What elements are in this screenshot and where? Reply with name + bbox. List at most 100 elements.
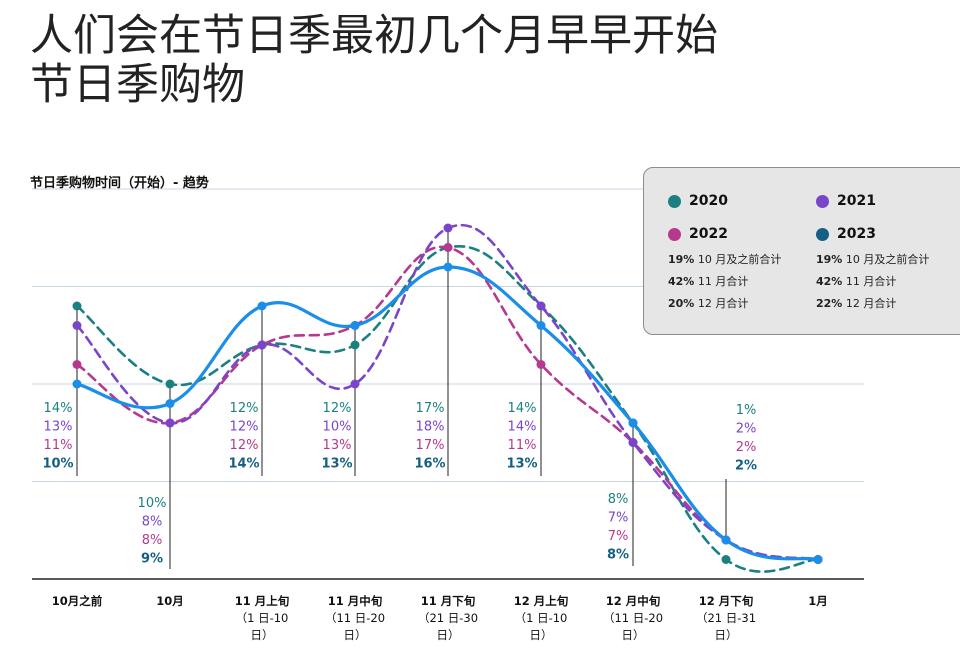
x-tick-label: 日） (622, 628, 645, 642)
data-point-2023 (165, 399, 175, 408)
data-label-2023: 8% (607, 548, 629, 563)
stat-text: 10 月及之前合计 (845, 253, 930, 266)
legend-item-2021[interactable]: 2021 (816, 191, 876, 211)
x-tick-label: （21 日-30 (418, 611, 478, 625)
data-label-2022: 13% (323, 438, 352, 453)
page-title: 人们会在节日季最初几个月早早开始 节日季购物 (30, 12, 718, 110)
series-line-2020 (75, 245, 820, 573)
x-tick-label: （1 日-10 (236, 611, 289, 625)
x-tick-label: 日） (344, 628, 367, 642)
data-label-2020: 1% (736, 403, 757, 418)
data-label-2020: 10% (138, 496, 167, 511)
data-label-2020: 12% (230, 401, 259, 416)
x-tick-label: 11 月下旬 (421, 594, 476, 608)
data-point-2020 (350, 340, 360, 350)
x-tick-label: 10月之前 (52, 594, 103, 608)
data-point-2021 (536, 301, 546, 311)
data-label-2021: 13% (44, 420, 73, 435)
x-tick-label: （11 日-20 (603, 611, 663, 625)
x-tick-label: （1 日-10 (515, 611, 568, 625)
data-label-2020: 8% (608, 492, 629, 507)
data-point-2021 (257, 340, 267, 350)
data-point-2021 (165, 418, 175, 428)
legend-label-2021: 2021 (837, 193, 876, 209)
page-title-line-1: 人们会在节日季最初几个月早早开始 (30, 11, 718, 61)
x-tick-label: 日） (715, 628, 738, 642)
data-label-2023: 14% (228, 457, 259, 472)
data-label-2020: 17% (416, 401, 445, 416)
data-label-2023: 9% (141, 552, 163, 567)
legend-label-2020: 2020 (689, 193, 728, 209)
legend-label-2022: 2022 (689, 226, 728, 242)
data-point-2021 (443, 223, 453, 233)
stat-pct: 19% (668, 253, 695, 266)
x-tick-label: 日） (251, 628, 274, 642)
x-tick-label: 11 月上旬 (235, 594, 290, 608)
data-point-2023 (443, 262, 453, 272)
stat-2022-nov: 42% 11 月合计 (668, 273, 748, 289)
data-label-2023: 16% (414, 457, 445, 472)
data-point-2023 (628, 418, 638, 428)
data-point-2023 (536, 321, 546, 330)
data-point-2023 (350, 321, 360, 330)
x-tick-label: （11 日-20 (325, 611, 385, 625)
stat-pct: 20% (668, 297, 695, 310)
data-point-2021 (350, 379, 360, 389)
x-tick-label: 日） (437, 628, 460, 642)
data-label-2021: 7% (608, 511, 629, 526)
stat-pct: 22% (816, 297, 843, 310)
stat-pct: 42% (668, 275, 695, 288)
stat-2022-dec: 20% 12 月合计 (668, 295, 748, 311)
data-label-2021: 18% (416, 420, 445, 435)
stat-pct: 19% (816, 253, 843, 266)
stat-text: 11 月合计 (697, 275, 749, 288)
data-point-2022 (536, 360, 546, 369)
stat-2023-dec: 22% 12 月合计 (816, 295, 896, 311)
legend-item-2022[interactable]: 2022 (668, 224, 728, 244)
x-tick-label: 1月 (808, 594, 828, 608)
x-tick-label: 10月 (156, 594, 184, 608)
legend-label-2023: 2023 (837, 226, 876, 242)
data-label-2021: 12% (230, 420, 259, 435)
stat-text: 12 月合计 (845, 297, 897, 310)
stat-2023-oct: 19% 10 月及之前合计 (816, 251, 929, 267)
legend-panel: 2020 2022 19% 10 月及之前合计 42% 11 月合计 20% 1… (643, 167, 960, 335)
data-label-2021: 10% (323, 420, 352, 435)
data-point-2022 (72, 360, 82, 369)
data-point-2021 (628, 438, 638, 447)
x-tick-label: 11 月中旬 (328, 594, 383, 608)
data-label-2022: 8% (142, 533, 163, 548)
chart-title: 节日季购物时间（开始）- 趋势 (30, 176, 209, 191)
legend-dot-2021 (816, 194, 829, 208)
stat-2022-oct: 19% 10 月及之前合计 (668, 251, 781, 267)
data-label-2021: 8% (142, 515, 163, 530)
legend-item-2023[interactable]: 2023 (816, 224, 876, 244)
data-label-2023: 10% (42, 457, 73, 472)
data-label-2022: 12% (230, 438, 259, 453)
data-label-2021: 2% (736, 422, 757, 437)
x-tick-label: 12 月上旬 (514, 594, 569, 608)
data-label-2022: 11% (44, 438, 73, 453)
legend-item-2020[interactable]: 2020 (668, 191, 728, 211)
data-label-2023: 13% (506, 457, 537, 472)
data-label-2020: 12% (323, 401, 352, 416)
legend-dot-2020 (668, 194, 681, 208)
x-tick-label: （21 日-31 (696, 611, 756, 625)
data-point-2023 (257, 301, 267, 311)
stat-2023-nov: 42% 11 月合计 (816, 273, 896, 289)
data-point-2022 (443, 243, 453, 252)
x-tick-label: 12 月中旬 (606, 594, 661, 608)
stat-text: 10 月及之前合计 (697, 253, 782, 266)
data-label-2022: 7% (608, 529, 629, 544)
data-label-2021: 14% (508, 420, 537, 435)
page-title-line-2: 节日季购物 (30, 60, 245, 110)
data-label-2022: 2% (736, 440, 757, 455)
stat-text: 12 月合计 (697, 297, 749, 310)
data-label-2022: 11% (508, 438, 537, 453)
data-point-2023 (721, 535, 731, 545)
stat-text: 11 月合计 (845, 275, 897, 288)
data-point-2020 (721, 555, 731, 564)
series-line-2021 (75, 223, 820, 561)
data-label-2023: 2% (735, 459, 757, 474)
